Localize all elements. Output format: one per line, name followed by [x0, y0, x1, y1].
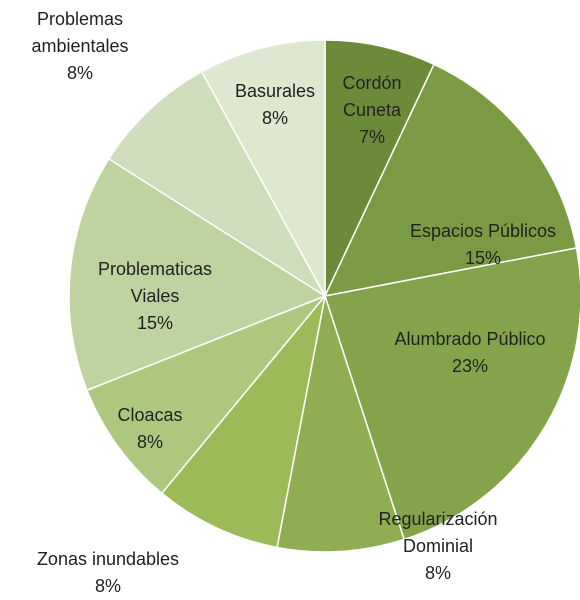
pie-slice: [324, 39, 435, 297]
category-name: Problemas ambientales: [31, 9, 129, 56]
pie-slice: [323, 63, 578, 298]
slice-label: Cordón Cuneta 7%: [327, 70, 417, 151]
percent-label: 8%: [94, 576, 121, 596]
pie-slice: [68, 157, 327, 392]
percent-label: 7%: [358, 127, 385, 147]
percent-label: 23%: [451, 356, 489, 376]
slice-label: Problematicas Viales 15%: [90, 256, 220, 337]
category-name: Regularización Dominial: [378, 509, 498, 556]
slice-label: Espacios Públicos 15%: [373, 218, 580, 272]
percent-label: 15%: [464, 248, 502, 268]
category-name: Alumbrado Público: [394, 329, 546, 349]
percent-label: 15%: [136, 313, 174, 333]
category-name: Basurales: [234, 81, 316, 101]
pie-slice: [160, 295, 326, 549]
category-name: Cloacas: [117, 405, 183, 425]
slice-label: Problemas ambientales 8%: [15, 6, 145, 87]
pie-slice: [276, 295, 406, 553]
slice-label: Cloacas 8%: [100, 402, 200, 456]
percent-label: 8%: [66, 63, 93, 83]
slice-label: Zonas inundables 8%: [8, 546, 208, 600]
category-name: Zonas inundables: [36, 549, 180, 569]
slice-label: Regularización Dominial 8%: [368, 506, 508, 587]
category-name: Espacios Públicos: [409, 221, 557, 241]
percent-label: 8%: [261, 108, 288, 128]
category-name: Cordón Cuneta: [342, 73, 402, 120]
pie-slice: [200, 39, 326, 297]
slice-label: Alumbrado Público 23%: [360, 326, 580, 380]
category-name: Problematicas Viales: [97, 259, 213, 306]
percent-label: 8%: [424, 563, 451, 583]
pie-slice: [86, 295, 326, 495]
pie-slice: [324, 247, 580, 541]
slice-label: Basurales 8%: [220, 78, 330, 132]
percent-label: 8%: [136, 432, 163, 452]
pie-slice: [107, 70, 326, 297]
